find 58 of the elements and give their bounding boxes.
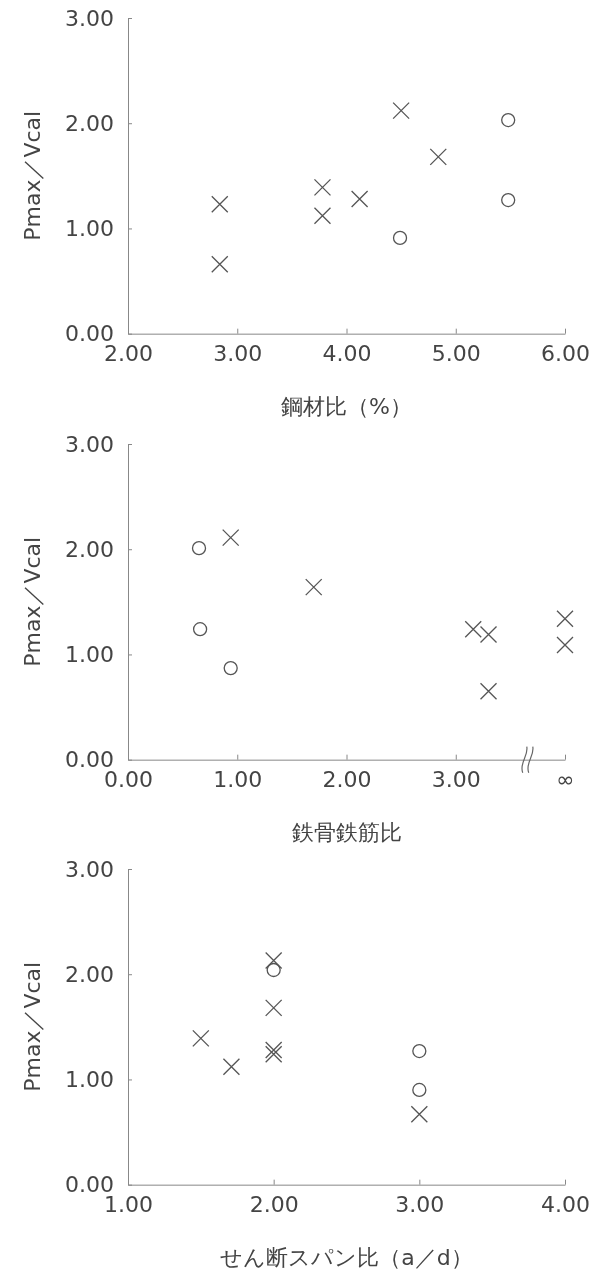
point	[211, 195, 229, 213]
x-tick-label: 4.00	[541, 1192, 590, 1218]
x-tick-label: 2.00	[322, 766, 372, 792]
x-tick-label: 2.00	[104, 341, 153, 367]
x-tick-label: 3.00	[395, 1192, 445, 1218]
point	[191, 540, 207, 555]
point	[313, 207, 332, 225]
point	[222, 528, 240, 546]
point	[313, 178, 332, 197]
point	[305, 578, 323, 596]
x-axis-title: 鉄骨鉄筋比	[291, 819, 402, 845]
y-tick-label: 1.00	[65, 641, 114, 667]
x-tick-label: ∞	[556, 766, 575, 792]
point	[429, 148, 447, 166]
point	[265, 952, 283, 970]
point	[222, 1058, 241, 1076]
point	[479, 625, 498, 643]
point	[501, 112, 516, 128]
point	[556, 609, 574, 627]
y-tick-label: 2.00	[65, 536, 114, 562]
point	[412, 1044, 427, 1059]
y-axis-title: Pmax／Vcal	[20, 110, 45, 241]
point	[392, 101, 410, 120]
y-tick-label: 3.00	[65, 431, 114, 457]
point	[501, 192, 516, 208]
x-tick-label: 1.00	[104, 1192, 153, 1218]
point	[410, 1105, 428, 1124]
y-tick-label: 1.00	[65, 1067, 114, 1093]
x-tick-label: 6.00	[541, 341, 590, 367]
point	[265, 999, 283, 1017]
x-tick-label: 5.00	[431, 341, 481, 367]
y-tick-label: 1.00	[65, 215, 114, 241]
point	[265, 1045, 283, 1064]
x-tick-label: 1.00	[213, 766, 263, 792]
x-tick-label: 2.00	[249, 1192, 299, 1218]
point	[556, 635, 574, 654]
point	[479, 682, 498, 700]
point	[223, 660, 238, 675]
x-axis-title: せん断スパン比（a／d）	[220, 1244, 473, 1270]
point	[211, 255, 229, 273]
point	[464, 620, 482, 638]
x-tick-label: 4.00	[322, 341, 372, 367]
point	[265, 1041, 283, 1059]
point	[192, 621, 208, 636]
y-tick-label: 2.00	[65, 110, 114, 136]
x-tick-label: 3.00	[431, 766, 481, 792]
point	[350, 190, 369, 208]
y-tick-label: 3.00	[65, 5, 114, 31]
y-tick-label: 3.00	[65, 856, 114, 882]
point	[266, 963, 281, 978]
y-tick-label: 2.00	[65, 962, 114, 988]
point	[412, 1083, 427, 1098]
y-axis-title: Pmax／Vcal	[20, 536, 45, 667]
x-axis-title: 鋼材比（%）	[281, 393, 412, 419]
point	[392, 230, 408, 246]
y-axis-title: Pmax／Vcal	[20, 962, 45, 1093]
point	[192, 1030, 210, 1048]
x-tick-label: 3.00	[213, 341, 263, 367]
